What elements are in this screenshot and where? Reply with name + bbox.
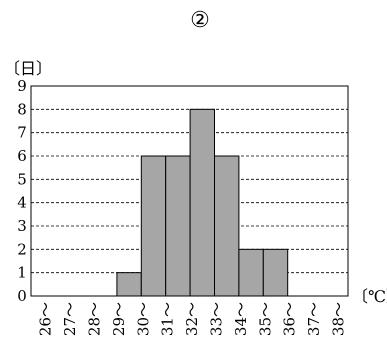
bar-29～ [116,272,142,297]
x-tick-label: 27～ [61,302,79,336]
y-tick-label: 7 [17,124,27,142]
grid-lines [31,108,348,274]
y-tick-labels: 0 1 2 3 4 5 6 7 8 9 [17,77,27,305]
x-tick-labels: 26～ 27～ 28～ 29～ 30～ 31～ 32～ 33～ 34～ 35～ 36～ 37～ 38～ [37,302,348,336]
x-tick-label: 36～ [281,302,299,336]
x-tick-label: 35～ [256,302,274,336]
x-tick-label: 34～ [232,302,250,336]
y-tick-label: 5 [17,170,27,188]
y-tick-label: 4 [17,194,27,212]
x-tick-label: 29～ [110,302,128,336]
y-tick-label: 1 [17,264,27,282]
y-tick-label: 2 [17,240,27,258]
x-tick-label: 26～ [37,302,55,336]
x-tick-label: 30～ [134,302,152,336]
bar-33～ [214,155,240,297]
bar-32～ [189,108,216,297]
x-tick-label: 37～ [305,302,323,336]
bar-34～ [238,248,264,297]
y-tick-label: 8 [17,100,27,118]
x-tick-label: 31～ [159,302,177,336]
y-tick-label: 0 [17,287,27,305]
y-tick-label: 6 [17,147,27,165]
plot-frame [30,85,349,297]
y-tick-label: 9 [17,77,27,95]
y-tick-label: 3 [17,217,27,235]
bar-30～ [140,155,167,297]
y-axis-label: 〔日〕 [4,59,52,78]
chart-title: ② [190,8,210,33]
x-tick-label: 32～ [183,302,201,336]
x-tick-label: 38～ [330,302,348,336]
x-tick-label: 33～ [208,302,226,336]
bar-31～ [165,155,191,297]
bar-35～ [262,248,289,297]
x-tick-label: 28～ [86,302,104,336]
x-axis-label: 〔℃〕 [352,287,387,306]
